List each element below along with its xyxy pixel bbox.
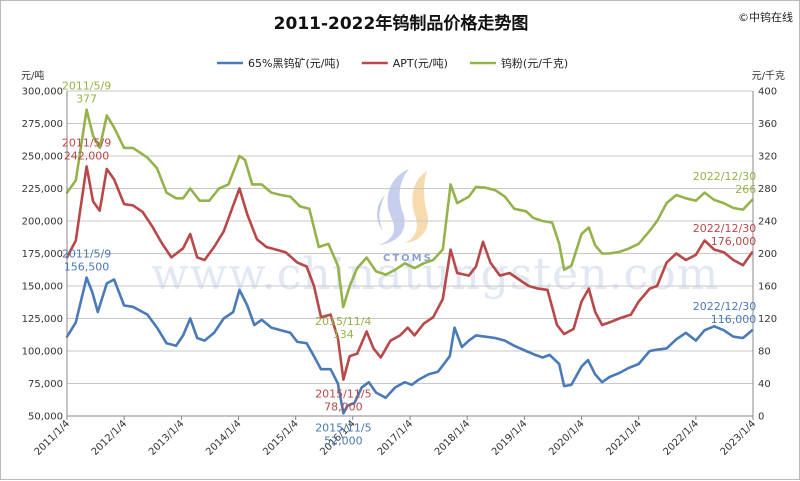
legend-label-1: APT(元/吨) [393,57,448,70]
y-right-tick-label: 0 [758,412,764,423]
x-tick-label: 2022/1/4 [661,418,701,458]
series-line-0 [65,276,754,415]
annotation-date: 2011/5/9 [62,248,111,261]
annotation-date: 2011/5/9 [62,136,111,149]
y-right-tick-label: 360 [758,119,777,130]
annotation-date: 2022/12/30 [693,170,756,183]
y-right-tick-label: 200 [758,249,777,260]
annotation-date: 2015/11/4 [315,315,371,328]
legend-label-2: 钨粉(元/千克) [501,57,568,70]
x-tick-label: 2020/1/4 [547,418,587,458]
y-right-tick-label: 160 [758,282,777,293]
y-left-tick-label: 250,000 [22,152,63,163]
y-right-tick-label: 240 [758,217,777,228]
annotation-value: 78,000 [324,401,363,414]
y-right-tick-label: 400 [758,87,777,98]
x-tick-label: 2014/1/4 [204,418,244,458]
watermark-logo [377,169,429,245]
y-left-tick-label: 225,000 [22,184,63,195]
left-axis-unit: 元/吨 [21,69,44,82]
x-tick-label: 2017/1/4 [376,418,416,458]
right-axis-unit: 元/千克 [752,70,785,82]
legend-label-0: 65%黑钨矿(元/吨) [248,57,340,70]
annotation-value: 52,000 [324,434,363,447]
y-right-tick-label: 80 [758,347,771,358]
y-right-tick-label: 120 [758,314,777,325]
series-lines [65,108,754,415]
annotation-date: 2015/11/5 [315,388,371,401]
y-left-tick-label: 200,000 [22,217,63,228]
x-tick-label: 2021/1/4 [604,418,644,458]
x-tick-label: 2011/1/4 [33,418,73,458]
watermark-brand: CTOMS [383,253,433,264]
series-line-2 [65,108,754,309]
y-right-tick-label: 320 [758,152,777,163]
y-left-tick-label: 275,000 [22,119,63,130]
x-tick-label: 2013/1/4 [147,418,187,458]
annotation-value: 156,500 [64,261,110,274]
x-tick-label: 2019/1/4 [490,418,530,458]
y-left-tick-label: 150,000 [22,282,63,293]
annotation-date: 2022/12/30 [693,300,756,313]
annotation-value: 116,000 [711,313,757,326]
x-tick-label: 2015/1/4 [261,418,301,458]
chart-title: 2011-2022年钨制品价格走势图 [274,13,529,34]
grid [67,90,753,417]
source-credit: ©中钨在线 [738,10,793,24]
series-line-1 [65,165,754,381]
annotation-date: 2022/12/30 [693,222,756,235]
y-left-tick-label: 75,000 [28,379,63,390]
y-right-tick-label: 40 [758,379,771,390]
x-tick-label: 2012/1/4 [90,418,130,458]
y-left-tick-label: 125,000 [22,314,63,325]
annotation-date: 2011/5/9 [62,80,111,93]
y-right-tick-label: 280 [758,184,777,195]
x-tick-label: 2023/1/4 [719,418,759,458]
annotation-value: 266 [735,183,756,196]
annotation-value: 176,000 [711,235,757,248]
annotation-value: 242,000 [64,149,110,162]
y-left-tick-label: 175,000 [22,249,63,260]
annotation-date: 2015/11/5 [315,421,371,434]
y-left-tick-label: 300,000 [22,87,63,98]
annotation-value: 134 [333,328,354,341]
y-left-tick-label: 50,000 [28,412,63,423]
legend: 65%黑钨矿(元/吨) APT(元/吨) 钨粉(元/千克) [217,57,568,70]
annotation-value: 377 [76,93,97,106]
annotations: 2011/5/93772011/5/9242,0002011/5/9156,50… [62,80,756,448]
y-left-tick-label: 100,000 [22,347,63,358]
x-tick-label: 2018/1/4 [433,418,473,458]
